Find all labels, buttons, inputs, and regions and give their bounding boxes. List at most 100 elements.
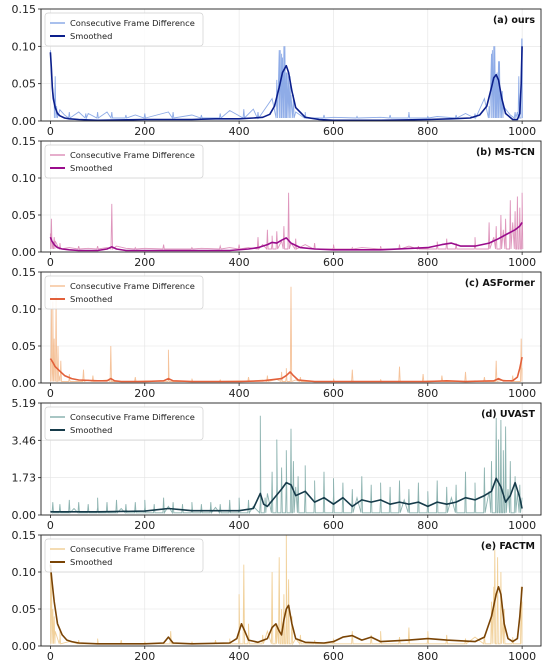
series-smoothed-line — [49, 46, 523, 121]
legend-label: Consecutive Frame Difference — [70, 281, 195, 291]
panel-title: (b) MS-TCN — [476, 147, 535, 158]
chart-panel: 0.00 0.05 0.10 0.15 0 200 400 600 800 1000 (e) FAC… — [12, 529, 542, 663]
x-tick-label: 600 — [323, 519, 344, 532]
panel-title: (c) ASFormer — [465, 278, 535, 289]
x-tick-label: 0 — [47, 387, 54, 400]
x-tick-label: 400 — [229, 125, 250, 138]
y-tick-label: 0.05 — [12, 340, 37, 353]
y-tick-label: 5.19 — [12, 397, 37, 410]
x-tick-label: 400 — [229, 387, 250, 400]
legend-box — [44, 275, 204, 310]
y-tick-label: 0.10 — [12, 303, 37, 316]
x-tick-label: 600 — [323, 387, 344, 400]
legend-label: Smoothed — [70, 163, 112, 173]
x-tick-label: 800 — [417, 125, 438, 138]
y-tick-label: 0.10 — [12, 566, 37, 579]
chart-panel: 0.00 0.05 0.10 0.15 0 200 400 600 800 1000 (a) our… — [12, 3, 542, 138]
legend-label: Consecutive Frame Difference — [70, 18, 195, 28]
y-tick-label: 0.00 — [12, 115, 37, 128]
panel-title: (e) FACTM — [481, 541, 535, 552]
legend: Consecutive Frame Difference Smoothed — [44, 538, 204, 573]
y-tick-label: 1.73 — [12, 472, 37, 485]
y-tick-label: 3.46 — [12, 434, 37, 447]
series-smoothed-line — [49, 356, 523, 383]
legend-label: Consecutive Frame Difference — [70, 150, 195, 160]
x-tick-label: 400 — [229, 256, 250, 269]
x-tick-label: 800 — [417, 387, 438, 400]
panel-title: (a) ours — [493, 15, 535, 26]
axes-frame — [40, 140, 542, 253]
x-tick-label: 400 — [229, 519, 250, 532]
x-tick-label: 0 — [47, 519, 54, 532]
y-tick-label: 0.00 — [12, 377, 37, 390]
x-tick-label: 600 — [323, 125, 344, 138]
legend-label: Consecutive Frame Difference — [70, 544, 195, 554]
x-tick-label: 200 — [134, 650, 155, 660]
legend-label: Smoothed — [70, 294, 112, 304]
plot-area — [49, 192, 524, 252]
y-tick-label: 0.05 — [12, 603, 37, 616]
x-tick-label: 1000 — [508, 125, 536, 138]
x-tick-label: 1000 — [508, 650, 536, 660]
plot-area — [49, 38, 523, 121]
series-raw-line — [49, 38, 523, 120]
plot-area — [49, 535, 523, 646]
x-tick-label: 1000 — [508, 256, 536, 269]
y-tick-label: 0.00 — [12, 509, 37, 522]
x-tick-label: 200 — [134, 387, 155, 400]
y-tick-label: 0.15 — [12, 529, 37, 542]
x-tick-label: 800 — [417, 650, 438, 660]
legend: Consecutive Frame Difference Smoothed — [44, 144, 204, 179]
series-smoothed-line — [49, 564, 523, 645]
y-tick-label: 0.15 — [12, 266, 37, 279]
legend: Consecutive Frame Difference Smoothed — [44, 12, 204, 47]
chart-panel: 0.00 0.05 0.10 0.15 0 200 400 600 800 1000 (c) ASF… — [12, 266, 542, 400]
series-smoothed-line — [49, 221, 523, 252]
legend-box — [44, 406, 204, 441]
y-tick-label: 0.05 — [12, 78, 37, 91]
x-tick-label: 0 — [47, 125, 54, 138]
series-raw-line — [49, 286, 523, 383]
x-tick-label: 0 — [47, 256, 54, 269]
series-raw-line — [49, 192, 524, 251]
x-tick-label: 200 — [134, 519, 155, 532]
x-tick-label: 1000 — [508, 519, 536, 532]
plot-area — [50, 415, 523, 515]
y-tick-label: 0.15 — [12, 3, 37, 16]
axes-frame — [40, 402, 542, 516]
series-raw-line — [49, 535, 523, 646]
x-tick-label: 400 — [229, 650, 250, 660]
legend-label: Smoothed — [70, 31, 112, 41]
y-tick-label: 0.10 — [12, 172, 37, 185]
x-tick-label: 800 — [417, 256, 438, 269]
panel-title: (d) UVAST — [481, 409, 535, 420]
y-tick-label: 0.15 — [12, 135, 37, 148]
y-tick-label: 0.00 — [12, 246, 37, 259]
x-tick-label: 600 — [323, 256, 344, 269]
y-tick-label: 0.00 — [12, 640, 37, 653]
chart-panel: 0.00 0.05 0.10 0.15 0 200 400 600 800 1000 (b) MS-… — [12, 135, 542, 269]
axes-frame — [40, 271, 542, 384]
series-smoothed-line — [50, 477, 523, 513]
axes-frame — [40, 534, 542, 647]
x-tick-label: 200 — [134, 256, 155, 269]
x-tick-label: 600 — [323, 650, 344, 660]
series-raw-line — [50, 415, 523, 515]
legend-box — [44, 12, 204, 47]
y-tick-label: 0.10 — [12, 40, 37, 53]
chart-panel: 0.00 1.73 3.46 5.19 0 200 400 600 800 1000 (d) UVA… — [12, 397, 542, 532]
legend-label: Smoothed — [70, 557, 112, 567]
legend-box — [44, 144, 204, 179]
y-tick-label: 0.05 — [12, 209, 37, 222]
plot-area — [49, 286, 523, 383]
legend-label: Smoothed — [70, 425, 112, 435]
legend-label: Consecutive Frame Difference — [70, 412, 195, 422]
legend-box — [44, 538, 204, 573]
x-tick-label: 800 — [417, 519, 438, 532]
legend: Consecutive Frame Difference Smoothed — [44, 275, 204, 310]
x-tick-label: 200 — [134, 125, 155, 138]
axes-frame — [40, 8, 542, 122]
legend: Consecutive Frame Difference Smoothed — [44, 406, 204, 441]
